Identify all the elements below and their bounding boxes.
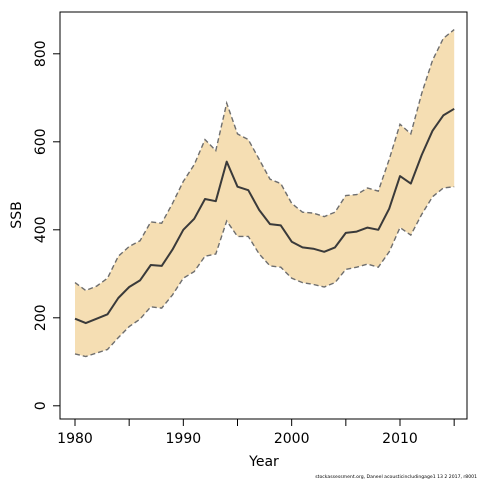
x-axis-title: Year [248,454,279,470]
plot-frame [59,11,468,420]
upper-bound-line [74,29,455,292]
y-axis: 0 200 400 600 800 [33,40,60,410]
y-tick-label-800: 800 [33,40,49,67]
footnote-source: stockassessment.org, Daneel acousticincl… [315,474,477,480]
plot-area [74,29,455,358]
y-tick-label-600: 600 [33,128,49,155]
y-tick-label-0: 0 [33,401,49,410]
x-axis: 1980 1990 2000 2010 [57,419,455,447]
lower-bound-line [74,186,455,358]
x-tick-label-1990: 1990 [166,431,202,447]
ssb-estimate-line [74,107,455,325]
x-tick-label-2000: 2000 [274,431,310,447]
x-tick-label-2010: 2010 [382,431,418,447]
y-axis-title: SSB [9,201,25,228]
y-tick-label-200: 200 [33,304,49,331]
x-tick-label-1980: 1980 [57,431,93,447]
confidence-band [75,29,455,357]
y-tick-label-400: 400 [33,216,49,243]
